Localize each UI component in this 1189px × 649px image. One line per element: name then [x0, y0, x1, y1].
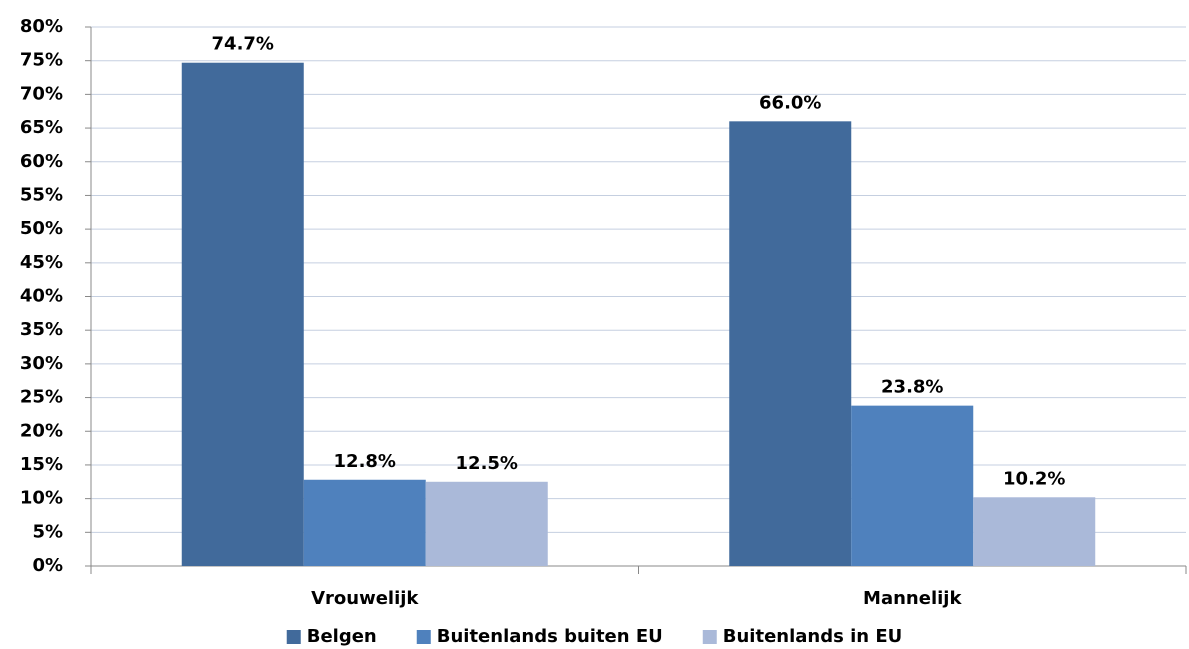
bar: [181, 62, 304, 567]
legend-label: Buitenlands in EU: [723, 626, 903, 647]
y-tick-label: 25%: [20, 387, 63, 408]
y-tick-label: 70%: [20, 83, 63, 104]
y-tick-label: 35%: [20, 319, 63, 340]
value-label: 12.5%: [456, 453, 518, 474]
y-tick-label: 55%: [20, 184, 63, 205]
y-tick-label: 30%: [20, 353, 63, 374]
x-tick-label: Mannelijk: [863, 588, 962, 609]
y-tick-label: 50%: [20, 218, 63, 239]
bar: [729, 121, 852, 566]
legend-swatch: [286, 630, 301, 644]
y-tick-label: 20%: [20, 420, 63, 441]
y-tick-label: 0%: [32, 555, 63, 576]
y-tick-label: 45%: [20, 252, 63, 273]
y-tick-label: 65%: [20, 117, 63, 138]
value-label: 66.0%: [759, 92, 821, 113]
y-tick-label: 15%: [20, 454, 63, 475]
y-tick-label: 75%: [20, 50, 63, 71]
y-tick-label: 80%: [20, 16, 63, 37]
value-label: 74.7%: [212, 34, 274, 55]
legend-swatch: [416, 630, 431, 644]
y-tick-label: 10%: [20, 488, 63, 509]
y-tick-label: 5%: [32, 521, 63, 542]
x-tick-label: Vrouwelijk: [311, 588, 419, 609]
bar: [303, 479, 426, 566]
value-label: 10.2%: [1003, 468, 1065, 489]
legend-swatch: [702, 630, 717, 644]
value-label: 23.8%: [881, 377, 943, 398]
bar: [425, 481, 548, 566]
bar: [973, 497, 1096, 566]
bar: [851, 405, 974, 566]
value-label: 12.8%: [334, 451, 396, 472]
y-tick-label: 60%: [20, 151, 63, 172]
legend-label: Buitenlands buiten EU: [437, 626, 663, 647]
y-tick-label: 40%: [20, 286, 63, 307]
legend-label: Belgen: [307, 626, 377, 647]
